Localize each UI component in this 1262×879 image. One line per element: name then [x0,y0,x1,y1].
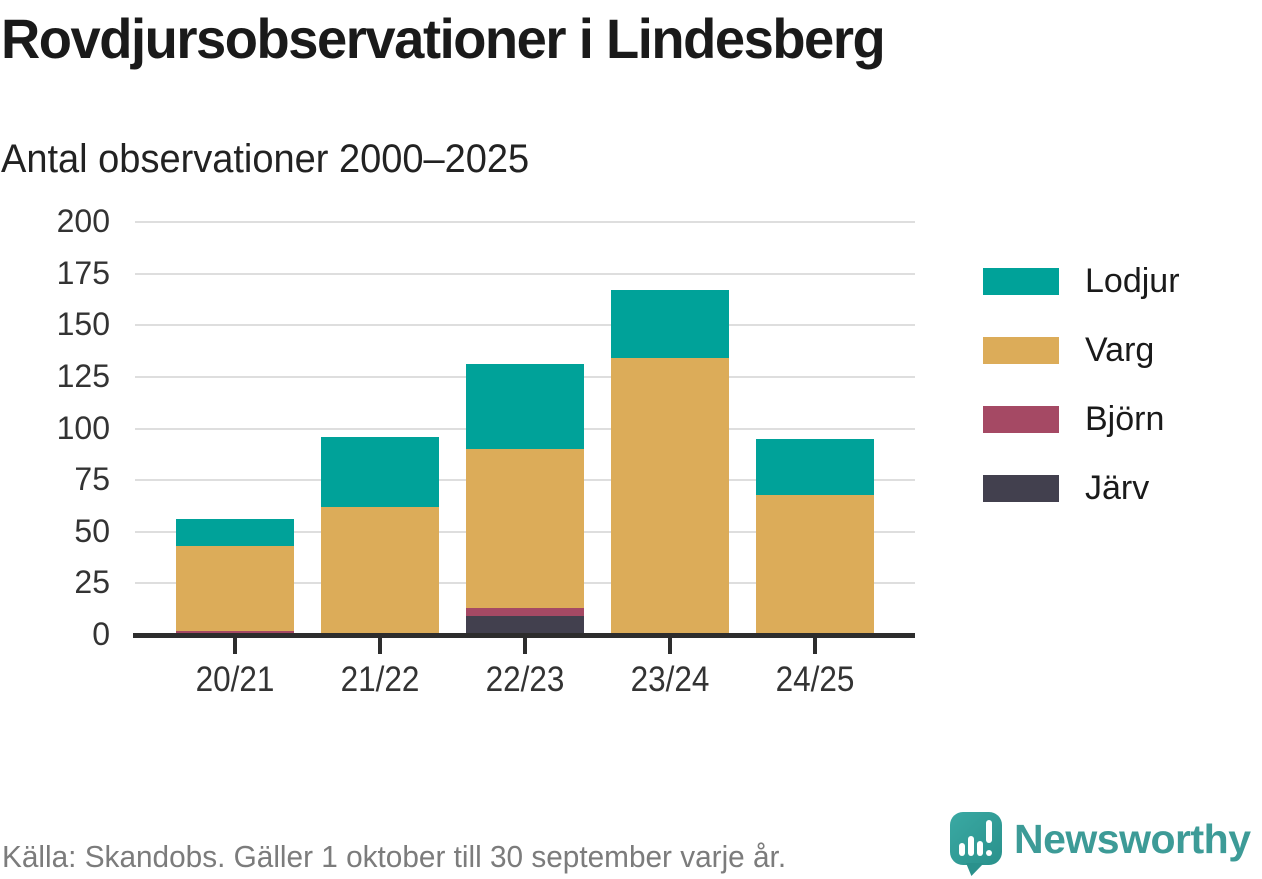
legend-label-bjorn: Björn [1085,400,1165,438]
logo-exclamation-icon [986,820,992,843]
legend-item-varg: Varg [983,331,1180,370]
bar-segment-lodjur [176,519,294,546]
legend-item-bjorn: Björn [983,400,1180,439]
x-axis-tick [233,637,237,654]
logo-exclamation-icon [986,850,992,856]
newsworthy-bubble-tail [966,863,984,876]
y-axis-tick-label: 0 [92,616,110,652]
newsworthy-bubble-icon [950,812,1002,865]
newsworthy-wordmark: Newsworthy [1014,816,1251,862]
y-axis-tick-label: 25 [74,564,110,600]
source-note: Källa: Skandobs. Gäller 1 oktober till 3… [2,839,787,874]
legend-label-jarv: Järv [1085,469,1150,507]
y-gridline [135,324,915,326]
legend-swatch-lodjur [983,268,1059,295]
y-axis-tick-label: 75 [74,461,110,497]
x-axis-tick [378,637,382,654]
legend-label-varg: Varg [1085,331,1155,369]
chart-subtitle: Antal observationer 2000–2025 [1,137,530,181]
legend: Lodjur Varg Björn Järv [983,262,1180,538]
legend-swatch-bjorn [983,406,1059,433]
bar-segment-varg [176,546,294,631]
y-axis-tick-label: 50 [74,513,110,549]
logo-chart-bar-icon [959,843,965,856]
x-axis-tick-label: 24/25 [775,660,855,699]
newsworthy-logo: Newsworthy [948,810,1262,876]
y-gridline [135,273,915,275]
y-axis-tick-label: 125 [56,358,110,394]
legend-label-lodjur: Lodjur [1085,262,1180,300]
y-axis-tick-label: 175 [56,255,110,291]
logo-chart-bar-icon [977,841,983,856]
legend-item-jarv: Järv [983,469,1180,508]
bar-segment-varg [466,449,584,608]
y-gridline [135,221,915,223]
y-axis-tick-label: 150 [56,306,110,342]
legend-item-lodjur: Lodjur [983,262,1180,301]
bar-segment-varg [321,507,439,635]
bar-segment-lodjur [321,437,439,507]
x-axis-tick-label: 20/21 [195,660,275,699]
x-axis-tick [813,637,817,654]
y-axis-tick-label: 200 [56,203,110,239]
x-axis-line [133,633,915,638]
bar-segment-jarv [466,616,584,635]
legend-swatch-jarv [983,475,1059,502]
bar-segment-lodjur [466,364,584,449]
bar-segment-bjorn [466,608,584,616]
bar-segment-varg [611,358,729,633]
legend-swatch-varg [983,337,1059,364]
logo-chart-bar-icon [968,836,974,856]
chart-title: Rovdjursobservationer i Lindesberg [1,7,886,70]
bar-segment-lodjur [611,290,729,358]
x-axis-tick [668,637,672,654]
bar-segment-lodjur [756,439,874,495]
y-axis-tick-label: 100 [56,410,110,446]
x-axis-tick-label: 21/22 [340,660,420,699]
x-axis-tick-label: 23/24 [630,660,710,699]
bar-segment-varg [756,495,874,635]
x-axis-tick [523,637,527,654]
x-axis-tick-label: 22/23 [485,660,565,699]
